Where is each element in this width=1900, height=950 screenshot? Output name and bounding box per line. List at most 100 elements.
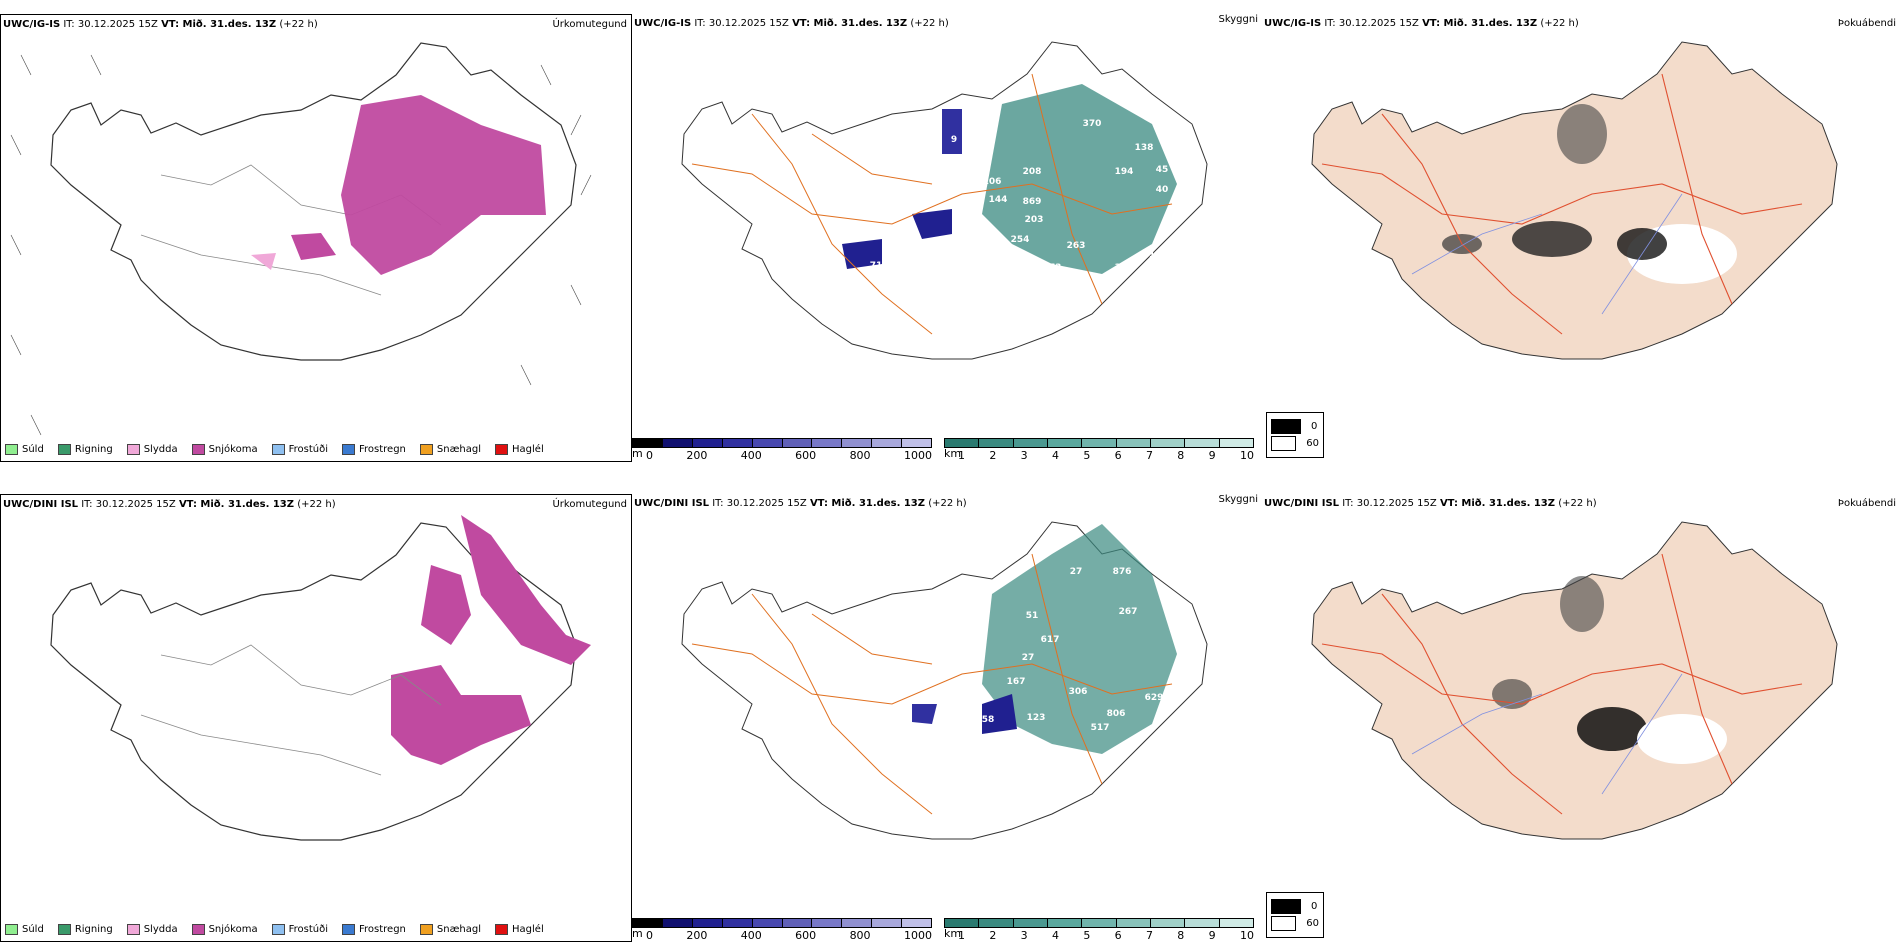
visibility-value-label: 173 [1043,263,1062,273]
fog-legend-row: 0 [1271,899,1319,914]
visibility-colorbar-ticks: 1 2 3 4 5 6 7 8 9 10 [944,929,1254,942]
ceiling-colorbar-ticks: 0 200 400 600 800 1000 [632,929,932,942]
ceiling-colorbar-tick: 800 [849,929,871,942]
visibility-value-label: 254 [1011,235,1030,245]
ceiling-colorbar-segment [722,439,753,447]
precip-legend-label: Rigning [74,924,113,935]
visibility-colorbar-segment [1219,439,1253,447]
fog-legend-label: 0 [1311,421,1318,432]
visibility-value-label: 90 [1016,262,1029,272]
precip-legend-swatch [271,924,285,935]
precip-legend-swatch [5,444,18,455]
visibility-colorbar-segment [1047,439,1083,447]
visibility-value-label: 106 [983,177,1002,187]
visibility-colorbar-tick: 3 [1020,929,1028,942]
panel-title: UWC/IG-IS IT: 30.12.2025 15Z VT: Mið. 31… [3,19,318,30]
visibility-colorbar-tick: 5 [1083,929,1091,942]
visibility-colorbar-tick: 6 [1114,449,1122,462]
precip-legend-item: Rigning [57,924,113,935]
precip-legend-label: Slydda [143,924,178,935]
ceiling-colorbar-segment [842,919,873,927]
precip-legend-label: Frostúði [288,444,328,455]
visibility-colorbar-segment [1185,919,1220,927]
visibility-colorbar-tick: 9 [1208,449,1216,462]
panel-corner-label: Skyggni [1218,14,1258,25]
ceiling-colorbar-tick: 1000 [903,929,932,942]
precip-legend-item: Snæhagl [419,444,481,455]
ceiling-colorbar-tick: 400 [740,449,762,462]
visibility-value-label: 617 [1041,635,1060,645]
ceiling-colorbar-segment [812,919,843,927]
precip-legend-item: Súld [5,444,44,455]
fog-legend-top: 0 60 [1266,412,1324,458]
fog-legend-swatch [1271,419,1301,434]
panel-corner-label: Þokuábendi [1837,18,1896,29]
iceland-map-precip-top [10,42,592,436]
visibility-colorbar-tick: 3 [1020,449,1028,462]
visibility-value-label: 84 [952,689,965,699]
visibility-value-label: 27 [1022,653,1035,663]
visibility-value-label: 18 [938,157,951,167]
precip-panel-bottom: UWC/DINI ISL IT: 30.12.2025 15Z VT: Mið.… [0,494,632,942]
precip-legend-swatch [191,444,205,455]
precip-legend-label: Frostregn [359,924,406,935]
visibility-colorbar-bar [944,918,1254,928]
precip-legend-item: Súld [5,924,44,935]
visibility-value-label: 71 [870,261,883,271]
precip-legend-label: Súld [22,924,44,935]
visibility-colorbar-tick: 8 [1177,929,1185,942]
visibility-colorbar-tick: 2 [989,449,997,462]
iceland-map-visibility-bottom: 27 876 267 25 51 617 27 167 306 629 806 517 84 58 123 4… [681,521,1208,840]
ceiling-colorbar-unit: m [632,927,643,940]
visibility-value-label: 72 [944,245,957,255]
visibility-value-label: 309 [1115,263,1134,273]
precip-legend-swatch [419,924,433,935]
iceland-map-visibility-top: 370 138 194 45 40 208 18 9 106 144 869 203 254 263 918… [681,41,1208,360]
ceiling-colorbar-segment [902,919,932,927]
precip-panel-top: UWC/IG-IS IT: 30.12.2025 15Z VT: Mið. 31… [0,14,632,462]
visibility-value-label: 7 [855,279,861,289]
panel-title: UWC/DINI ISL IT: 30.12.2025 15Z VT: Mið.… [1264,498,1597,509]
visibility-colorbar-bar [944,438,1254,448]
fog-legend-label: 60 [1306,438,1319,449]
visibility-value-label: 58 [982,715,995,725]
precip-legend-label: Frostregn [359,444,406,455]
precip-legend-swatch [57,924,71,935]
visibility-colorbar-tick: 10 [1239,929,1254,942]
visibility-value-label: 208 [1023,167,1042,177]
precip-legend-label: Haglél [512,444,544,455]
visibility-colorbar-segment [1150,919,1186,927]
precip-legend-item: Haglél [495,444,544,455]
visibility-colorbar-tick: 7 [1145,929,1153,942]
visibility-colorbar-unit: km [944,447,962,460]
visibility-colorbar: km 1 2 3 4 5 6 7 8 9 10 [944,438,1254,462]
visibility-colorbar-tick: 9 [1208,929,1216,942]
visibility-colorbar-segment [1150,439,1186,447]
precip-legend-swatch [126,924,140,935]
visibility-value-label: 49 [876,707,889,717]
panel-title: UWC/IG-IS IT: 30.12.2025 15Z VT: Mið. 31… [1264,18,1579,29]
fog-legend-bottom: 0 60 [1266,892,1324,938]
visibility-value-label: 144 [989,195,1008,205]
ceiling-colorbar-segment [752,439,783,447]
ceiling-colorbar-tick: 0 [646,449,653,462]
visibility-colorbar-tick: 1 [958,449,965,462]
visibility-value-label: 869 [1023,197,1042,207]
precip-legend-swatch [57,444,71,455]
visibility-colorbar-segment [1047,919,1083,927]
fog-legend-row: 60 [1271,916,1319,931]
visibility-value-label: 306 [1069,687,1088,697]
precip-legend-swatch [342,924,355,935]
visibility-panel-top: 370 138 194 45 40 208 18 9 106 144 869 203 254 263 918… [632,14,1262,462]
precip-legend-item: Rigning [57,444,113,455]
precip-legend-label: Súld [22,444,44,455]
visibility-value-label: 96 [992,255,1005,265]
visibility-value-label: 876 [1113,567,1132,577]
visibility-value-label: 31 [846,725,859,735]
visibility-value-label: 629 [1145,693,1164,703]
visibility-value-label: 517 [1091,723,1110,733]
ceiling-colorbar-segment [692,439,723,447]
precip-legend-swatch [495,444,509,455]
visibility-colorbar-segment [1185,439,1220,447]
visibility-colorbar-segment [1116,919,1151,927]
